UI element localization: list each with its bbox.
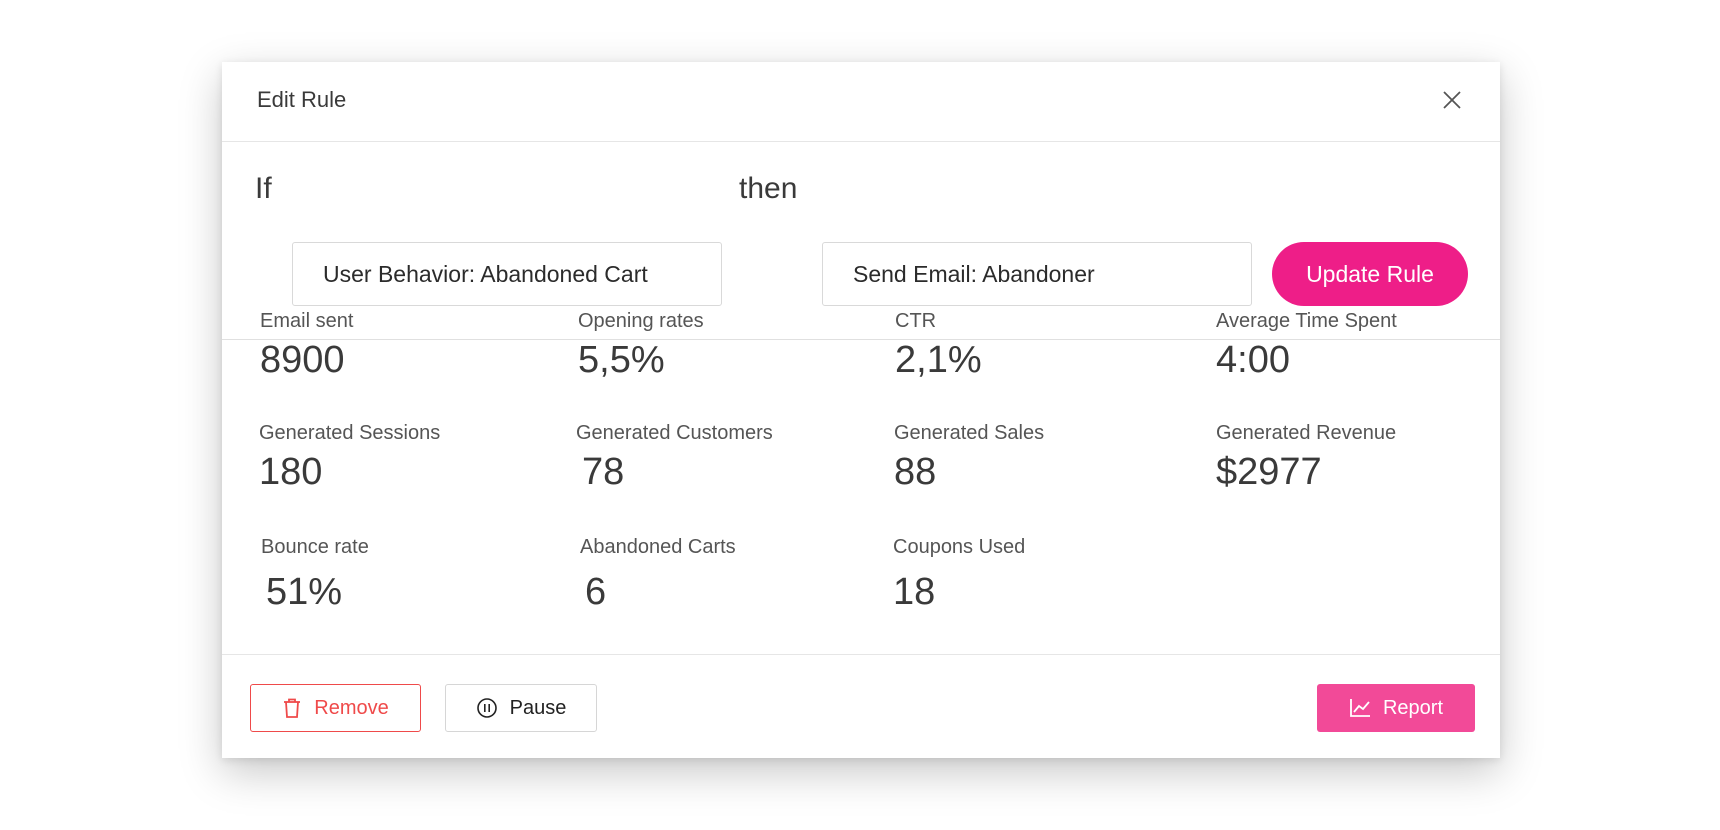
modal-title: Edit Rule bbox=[257, 87, 347, 112]
stat-label: Generated Revenue bbox=[1216, 422, 1397, 444]
stat-value: 8900 bbox=[260, 339, 345, 381]
trash-icon bbox=[282, 697, 302, 719]
stat-value: 180 bbox=[259, 451, 323, 493]
action-input[interactable] bbox=[822, 242, 1252, 306]
stat-ctr: CTR 2,1% bbox=[895, 310, 982, 382]
stat-opening-rates: Opening rates 5,5% bbox=[578, 310, 704, 382]
stat-label: Generated Sessions bbox=[259, 422, 441, 444]
stat-value: 6 bbox=[585, 571, 607, 613]
stat-label: Email sent bbox=[260, 310, 354, 332]
stat-generated-sessions: Generated Sessions 180 bbox=[259, 422, 440, 494]
close-icon bbox=[1443, 91, 1461, 109]
stat-coupons-used: Coupons Used 18 bbox=[893, 536, 1025, 614]
stat-label: Abandoned Carts bbox=[580, 536, 736, 558]
stat-value: $2977 bbox=[1216, 451, 1322, 493]
pause-label: Pause bbox=[509, 696, 567, 719]
stat-value: 5,5% bbox=[578, 339, 665, 381]
report-label: Report bbox=[1382, 696, 1444, 719]
stat-label: Average Time Spent bbox=[1216, 310, 1397, 332]
condition-input[interactable] bbox=[292, 242, 722, 306]
stat-value: 51% bbox=[266, 571, 343, 613]
then-keyword: then bbox=[739, 172, 798, 205]
stat-label: Generated Sales bbox=[894, 422, 1045, 444]
stat-label: Bounce rate bbox=[261, 536, 369, 558]
modal-header: Edit Rule bbox=[222, 62, 1500, 142]
stat-label: Coupons Used bbox=[893, 536, 1026, 558]
stat-email-sent: Email sent 8900 bbox=[260, 310, 353, 382]
remove-button[interactable]: Remove bbox=[250, 684, 421, 732]
remove-label: Remove bbox=[314, 696, 389, 719]
stat-label: CTR bbox=[895, 310, 937, 332]
stat-value: 4:00 bbox=[1216, 339, 1290, 381]
report-button[interactable]: Report bbox=[1317, 684, 1475, 732]
edit-rule-modal: Edit Rule If then Update Rule Email sent… bbox=[222, 62, 1500, 758]
pause-circle-icon bbox=[476, 697, 498, 719]
line-chart-icon bbox=[1349, 698, 1371, 718]
if-keyword: If bbox=[255, 172, 272, 205]
pause-button[interactable]: Pause bbox=[445, 684, 597, 732]
modal-footer bbox=[222, 654, 1500, 758]
stat-generated-sales: Generated Sales 88 bbox=[894, 422, 1044, 494]
stat-abandoned-carts: Abandoned Carts 6 bbox=[580, 536, 736, 614]
close-button[interactable] bbox=[1438, 86, 1466, 114]
update-rule-button[interactable]: Update Rule bbox=[1272, 242, 1468, 306]
stat-value: 18 bbox=[893, 571, 936, 613]
stat-label: Opening rates bbox=[578, 310, 704, 332]
stat-value: 2,1% bbox=[895, 339, 982, 381]
stat-average-time-spent: Average Time Spent 4:00 bbox=[1216, 310, 1397, 382]
stat-value: 78 bbox=[582, 451, 625, 493]
stat-label: Generated Customers bbox=[576, 422, 773, 444]
stat-value: 88 bbox=[894, 451, 937, 493]
stat-generated-revenue: Generated Revenue $2977 bbox=[1216, 422, 1396, 494]
stat-generated-customers: Generated Customers 78 bbox=[576, 422, 773, 494]
rule-row bbox=[222, 142, 1500, 340]
stat-bounce-rate: Bounce rate 51% bbox=[261, 536, 369, 614]
